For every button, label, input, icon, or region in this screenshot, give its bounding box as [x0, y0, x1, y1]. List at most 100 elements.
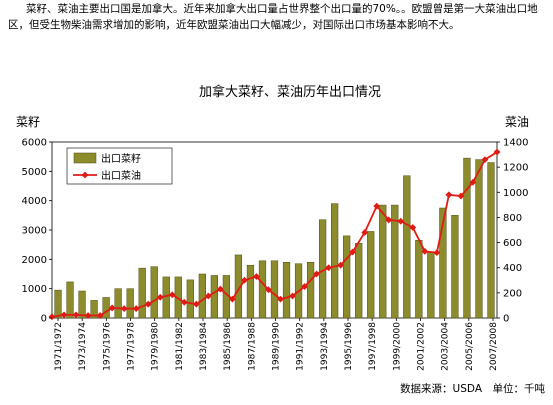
legend-label-seed: 出口菜籽 [101, 152, 141, 165]
x-tick-label: 1989/1990 [272, 322, 282, 371]
bar-seed-export [102, 297, 110, 319]
point-oil-export [216, 285, 224, 293]
point-oil-export [493, 148, 501, 156]
intro-text: 菜籽、菜油主要出口国是加拿大。近年来加拿大出口量占世界整个出口量的70%。。欧盟… [8, 3, 538, 31]
point-oil-export [349, 248, 357, 256]
x-tick-label: 1983/1984 [199, 322, 209, 371]
bar-seed-export [90, 300, 98, 319]
legend-bar-swatch [73, 152, 97, 164]
y-right-tick-label: 1200 [503, 163, 528, 174]
bar-seed-export [210, 275, 218, 319]
bar-seed-export [463, 157, 471, 319]
bar-seed-export [415, 240, 423, 319]
bar-seed-export [403, 175, 411, 319]
bar-seed-export [162, 276, 170, 319]
point-oil-export [48, 313, 56, 321]
y-right-tick-label: 600 [503, 238, 522, 249]
y-right-tick-label: 200 [503, 288, 522, 299]
point-oil-export [108, 304, 116, 312]
point-oil-export [120, 305, 128, 312]
x-tick-label: 2007/2008 [489, 322, 499, 371]
bar-seed-export [186, 279, 194, 319]
point-oil-export [96, 312, 104, 319]
point-oil-export [253, 273, 260, 280]
bar-seed-export [66, 281, 74, 319]
bar-seed-export [427, 251, 435, 319]
point-oil-export [168, 291, 176, 299]
point-oil-export [60, 311, 68, 319]
y-left-tick-label: 6000 [22, 138, 47, 149]
y-axis-right-label: 菜油 [505, 115, 529, 129]
point-oil-export [180, 298, 188, 306]
y-left-tick-label: 3000 [22, 226, 47, 237]
bar-seed-export [487, 162, 495, 319]
bar-seed-export [367, 231, 375, 319]
x-tick-label: 1999/2000 [392, 322, 402, 371]
x-tick-label: 1979/1980 [151, 322, 161, 371]
x-tick-label: 1981/1982 [175, 322, 185, 371]
point-oil-export [156, 293, 164, 301]
point-oil-export [433, 249, 441, 257]
bar-seed-export [54, 289, 62, 319]
bar-seed-export [258, 260, 267, 319]
x-tick-label: 1977/1978 [127, 322, 137, 371]
y-right-tick-label: 0 [503, 314, 509, 325]
bar-seed-export [282, 262, 291, 319]
point-oil-export [481, 156, 489, 163]
bar-seed-export [126, 288, 134, 319]
intro-paragraph: 菜籽、菜油主要出口国是加拿大。近年来加拿大出口量占世界整个出口量的70%。。欧盟… [8, 2, 548, 33]
bar-seed-export [391, 204, 399, 319]
bar-seed-export [234, 254, 243, 319]
x-tick-label: 1971/1972 [54, 322, 64, 371]
x-tick-label: 1985/1986 [223, 322, 233, 371]
point-oil-export [289, 292, 296, 300]
point-oil-export [337, 261, 345, 269]
point-oil-export [192, 300, 200, 308]
x-tick-label: 2003/2004 [441, 322, 451, 371]
point-oil-export [373, 202, 381, 210]
legend-marker [81, 171, 89, 179]
chart-title: 加拿大菜籽、菜油历年出口情况 [199, 84, 381, 100]
y-left-tick-label: 0 [41, 314, 47, 325]
bar-seed-export [150, 266, 158, 319]
y-left-tick-label: 2000 [22, 255, 47, 266]
y-right-tick-label: 1400 [503, 138, 528, 149]
point-oil-export [301, 283, 308, 290]
point-oil-export [325, 264, 333, 272]
bar-seed-export [439, 207, 447, 319]
y-right-tick-label: 400 [503, 263, 522, 274]
x-tick-label: 1993/1994 [320, 322, 330, 371]
point-oil-export [72, 311, 80, 319]
bar-seed-export [331, 203, 339, 319]
point-oil-export [241, 276, 248, 284]
point-oil-export [457, 192, 465, 200]
x-tick-label: 2005/2006 [465, 322, 475, 371]
point-oil-export [445, 191, 453, 199]
bar-seed-export [138, 267, 146, 319]
point-oil-export [385, 216, 393, 224]
x-tick-label: 1975/1976 [102, 322, 112, 371]
x-tick-label: 1991/1992 [296, 322, 306, 371]
line-series [48, 148, 501, 321]
point-oil-export [144, 300, 152, 308]
bar-seed-export [246, 264, 255, 319]
point-oil-export [265, 286, 272, 294]
bar-seed-export [270, 260, 279, 319]
legend-label-oil: 出口菜油 [101, 169, 141, 182]
y-axis-left-label: 菜籽 [16, 115, 40, 129]
bar-seed-export [451, 215, 459, 319]
x-tick-label: 2001/2002 [417, 322, 427, 371]
y-left-tick-label: 4000 [22, 196, 47, 207]
y-right-tick-label: 1000 [503, 188, 528, 199]
bar-seed-export [114, 288, 122, 319]
y-right-tick-label: 800 [503, 213, 522, 224]
point-oil-export [409, 224, 417, 231]
bar-seed-export [306, 262, 315, 319]
point-oil-export [204, 292, 212, 300]
x-tick-label: 1973/1974 [78, 322, 88, 371]
bar-seed-export [475, 159, 483, 319]
y-left-tick-label: 1000 [22, 284, 47, 295]
point-oil-export [313, 270, 320, 278]
